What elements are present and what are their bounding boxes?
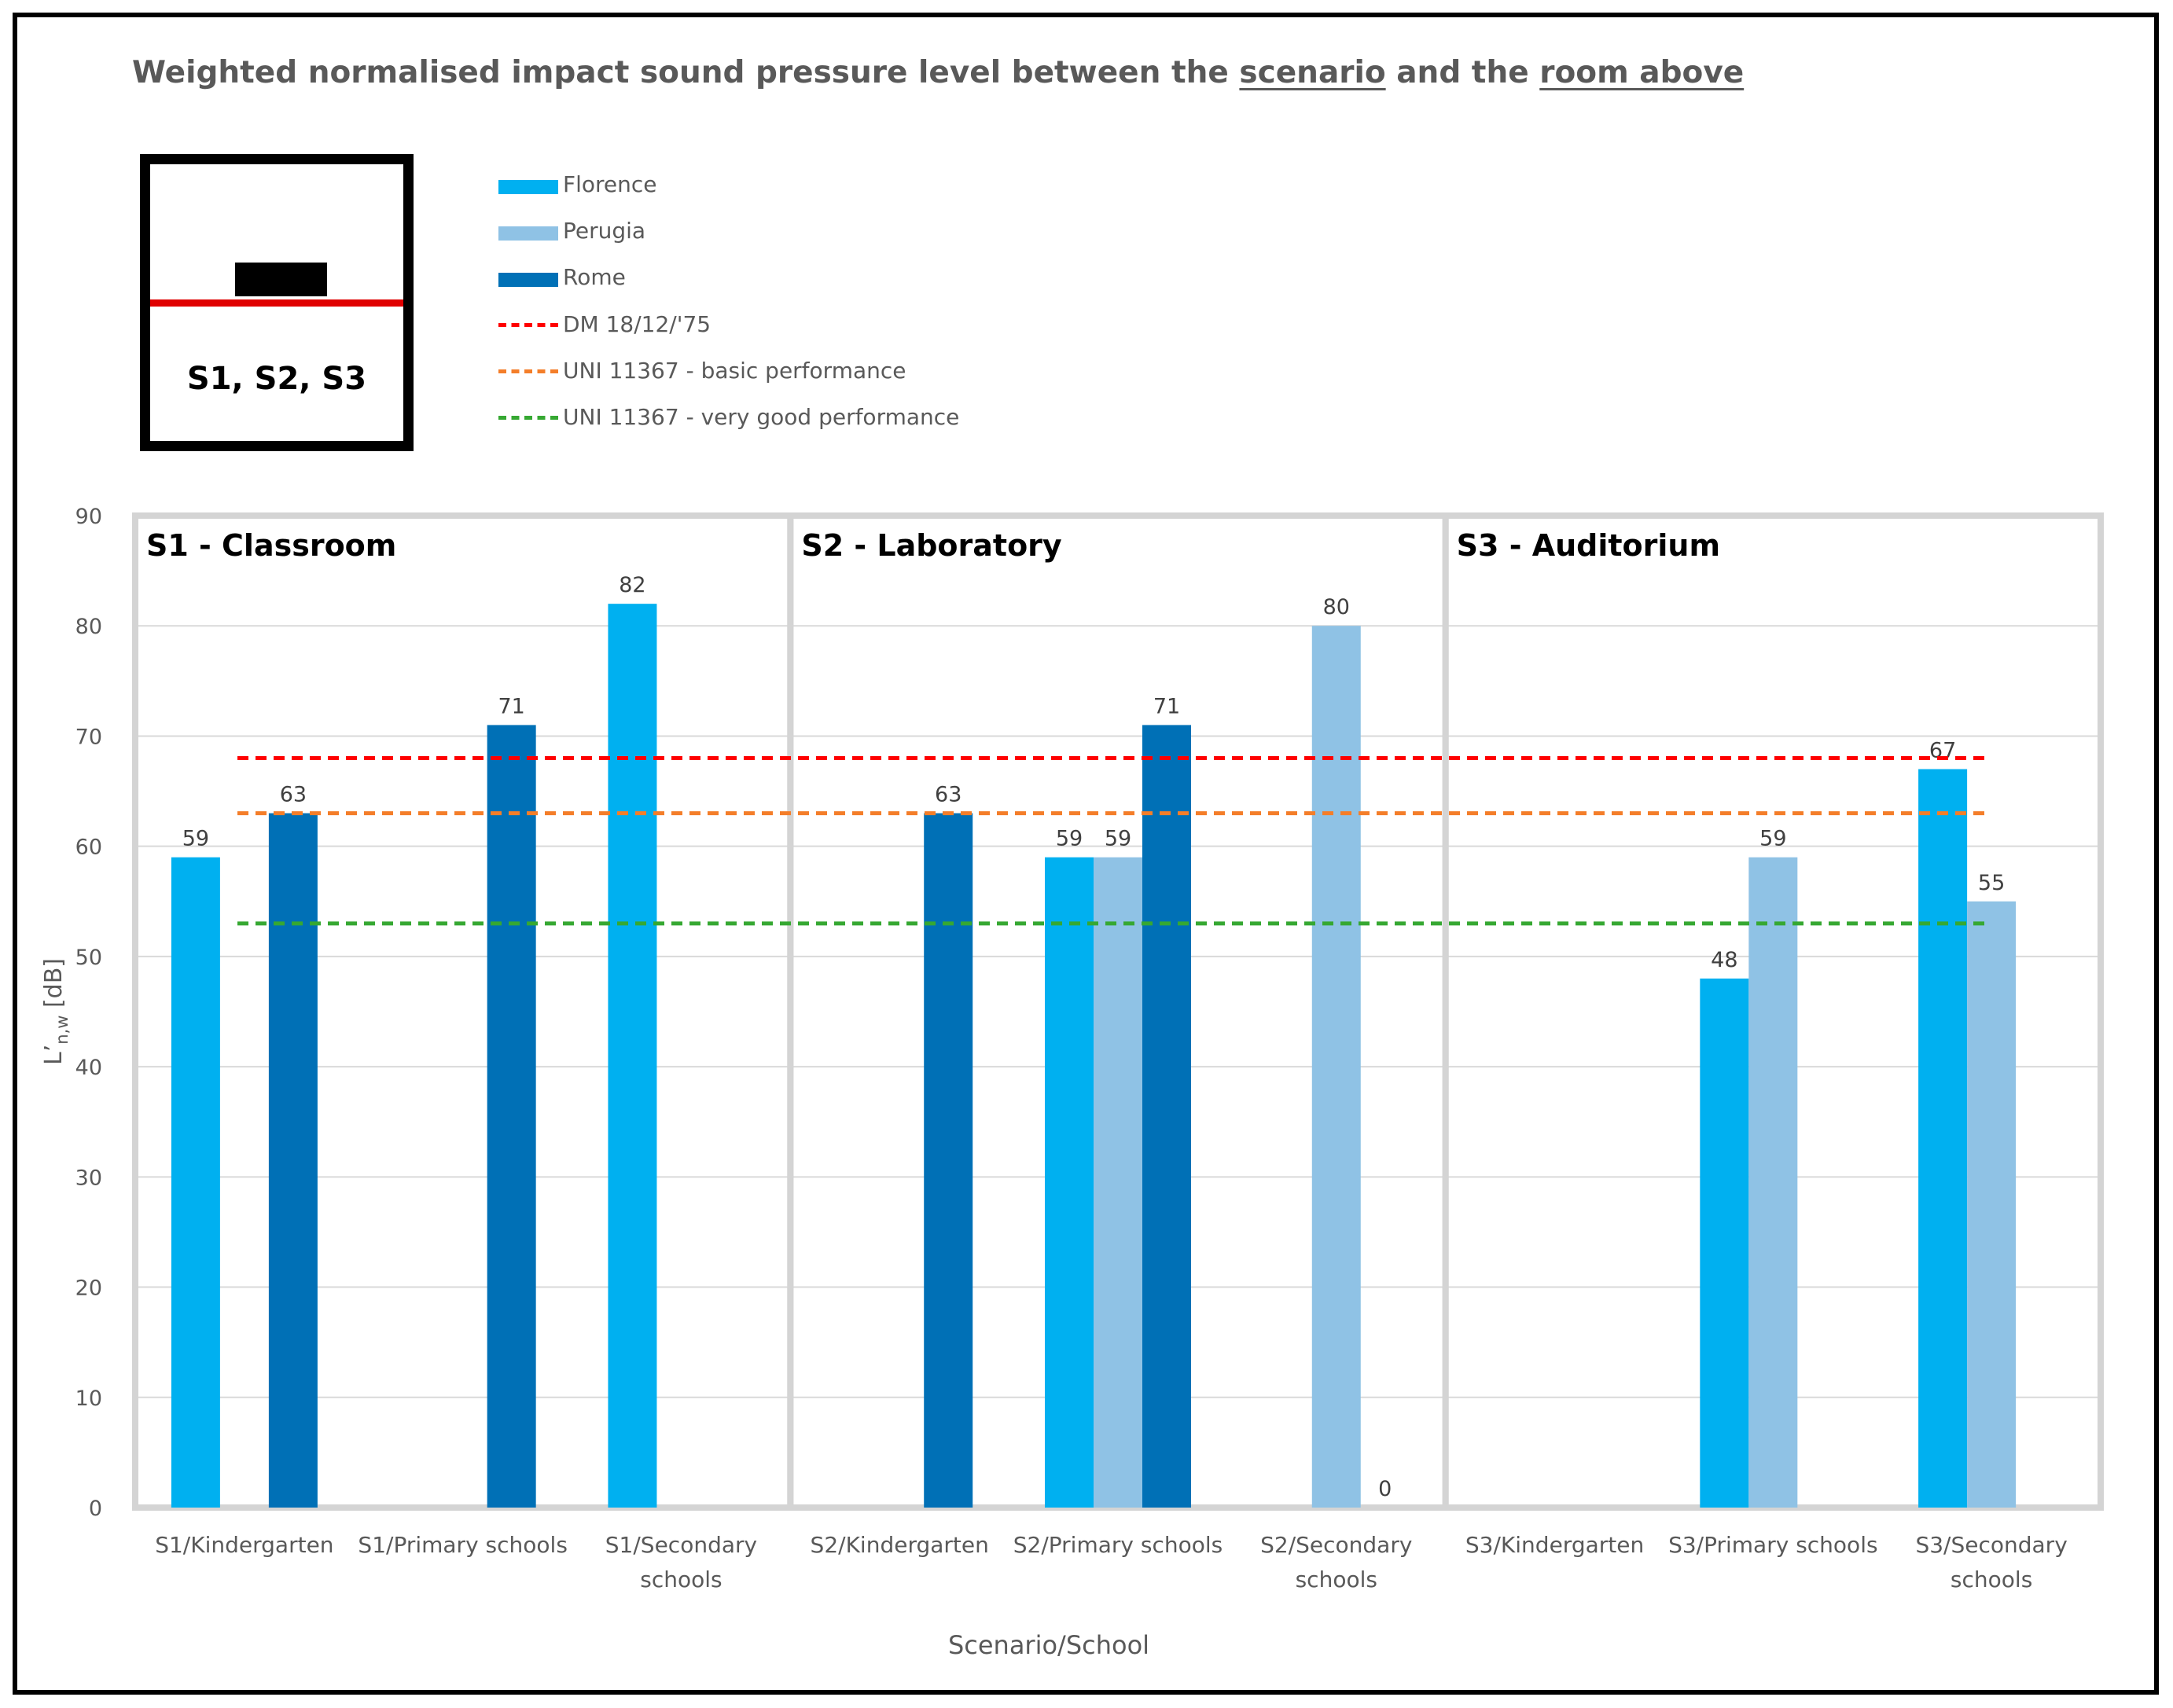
bar-rome xyxy=(924,813,973,1508)
title-prefix: Weighted normalised impact sound pressur… xyxy=(132,55,1240,90)
legend-line-uni-very-good xyxy=(498,416,558,420)
data-label: 80 xyxy=(1323,595,1350,619)
y-tick-label: 60 xyxy=(75,836,102,860)
scenario-diagram-label: S1, S2, S3 xyxy=(186,361,367,397)
data-label: 71 xyxy=(498,694,524,718)
panel-title: S2 - Laboratory xyxy=(801,528,1062,563)
y-tick-label: 0 xyxy=(89,1497,102,1521)
legend-item-florence: Florence xyxy=(498,170,1064,201)
legend-item-dm: DM 18/12/'75 xyxy=(498,310,1064,341)
legend-label-dm: DM 18/12/'75 xyxy=(563,311,711,337)
panel-title: S1 - Classroom xyxy=(146,528,396,563)
x-tick-label: S3/Secondary xyxy=(1915,1532,2067,1558)
chart-title: Weighted normalised impact sound pressur… xyxy=(132,55,1744,90)
bar-florence xyxy=(171,857,220,1508)
legend-label-rome: Rome xyxy=(563,264,626,290)
x-tick-label: S3/Primary schools xyxy=(1668,1532,1877,1558)
bar-perugia xyxy=(1967,901,2017,1508)
legend-item-uni-very-good: UNI 11367 - very good performance xyxy=(498,402,1064,434)
x-tick-label: S1/Secondary xyxy=(605,1532,757,1558)
legend-swatch-perugia xyxy=(498,226,558,241)
y-tick-label: 70 xyxy=(75,725,102,749)
data-label: 59 xyxy=(182,827,209,851)
bar-rome xyxy=(268,813,318,1508)
title-middle: and the xyxy=(1385,55,1540,90)
x-tick-label: S3/Kindergarten xyxy=(1465,1532,1644,1558)
x-tick-label: S2/Primary schools xyxy=(1013,1532,1223,1558)
bar-florence xyxy=(1045,857,1094,1508)
bar-rome xyxy=(1142,725,1191,1508)
legend-label-uni-very-good: UNI 11367 - very good performance xyxy=(563,404,960,430)
data-label: 59 xyxy=(1056,827,1083,851)
x-tick-label: S2/Kindergarten xyxy=(811,1532,989,1558)
scenario-diagram: S1, S2, S3 xyxy=(140,154,414,451)
title-room-word: room above xyxy=(1539,55,1745,90)
data-label: 63 xyxy=(935,783,961,807)
legend-item-perugia: Perugia xyxy=(498,216,1064,248)
bar-rome xyxy=(487,725,536,1508)
x-tick-label: S2/Secondary xyxy=(1260,1532,1412,1558)
legend-label-uni-basic: UNI 11367 - basic performance xyxy=(563,358,906,384)
legend-item-rome: Rome xyxy=(498,263,1064,294)
y-tick-label: 20 xyxy=(75,1276,102,1301)
data-label: 55 xyxy=(1978,871,2005,895)
data-label: 59 xyxy=(1759,827,1786,851)
bar-perugia xyxy=(1748,857,1798,1508)
legend-label-perugia: Perugia xyxy=(563,218,646,244)
y-tick-label: 10 xyxy=(75,1387,102,1411)
legend-label-florence: Florence xyxy=(563,171,657,197)
legend-swatch-florence xyxy=(498,180,558,194)
data-label: 0 xyxy=(1378,1477,1392,1501)
x-tick-label: schools xyxy=(1951,1567,2032,1592)
bar-florence xyxy=(608,604,657,1508)
data-label: 48 xyxy=(1711,948,1737,972)
bar-perugia xyxy=(1094,857,1142,1508)
legend-line-uni-basic xyxy=(498,369,558,373)
legend-swatch-rome xyxy=(498,273,558,287)
data-label: 63 xyxy=(280,783,307,807)
x-axis-title: Scenario/School xyxy=(948,1630,1149,1660)
data-label: 71 xyxy=(1153,694,1180,718)
y-tick-label: 30 xyxy=(75,1166,102,1190)
bar-perugia xyxy=(1311,626,1361,1508)
x-tick-label: S1/Kindergarten xyxy=(155,1532,333,1558)
panel-frame xyxy=(132,512,794,1511)
legend-item-uni-basic: UNI 11367 - basic performance xyxy=(498,356,1064,388)
x-tick-label: S1/Primary schools xyxy=(358,1532,567,1558)
y-tick-label: 50 xyxy=(75,946,102,970)
x-tick-label: schools xyxy=(640,1567,722,1592)
panel-title: S3 - Auditorium xyxy=(1457,528,1720,563)
legend-line-dm xyxy=(498,323,558,327)
bar-florence xyxy=(1700,978,1749,1508)
data-label: 59 xyxy=(1105,827,1131,851)
bar-florence xyxy=(1918,769,1968,1508)
y-tick-label: 40 xyxy=(75,1056,102,1080)
title-scenario-word: scenario xyxy=(1239,55,1386,90)
floor-partition-line xyxy=(150,299,403,307)
x-tick-label: schools xyxy=(1296,1567,1377,1592)
y-axis-title: L’n,w [dB] xyxy=(40,958,72,1065)
impact-source-block xyxy=(235,263,327,296)
data-label: 82 xyxy=(619,573,645,597)
y-tick-label: 80 xyxy=(75,615,102,639)
y-tick-label: 90 xyxy=(75,505,102,529)
